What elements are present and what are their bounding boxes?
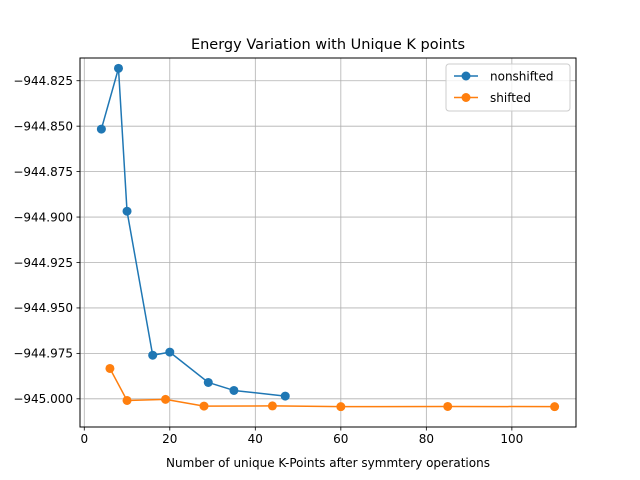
shifted-data-point <box>267 401 277 411</box>
nonshifted-data-point <box>113 63 123 73</box>
nonshifted-data-point <box>165 347 175 357</box>
shifted-data-point <box>336 402 346 412</box>
legend-marker-nonshifted <box>461 71 471 81</box>
shifted-data-point <box>550 402 560 412</box>
x-tick-label: 20 <box>162 432 177 446</box>
shifted-data-point <box>105 363 115 373</box>
legend-label-nonshifted: nonshifted <box>490 69 553 83</box>
shifted-data-point <box>443 401 453 411</box>
chart-title: Energy Variation with Unique K points <box>191 37 465 53</box>
axis-ticks: 0 20 40 60 80 100 −945.000 −944.975 −944.950 −944… <box>13 74 523 446</box>
y-tick-label: −944.900 <box>13 210 73 224</box>
plot-frame <box>79 57 577 428</box>
y-tick-label: −944.875 <box>13 165 73 179</box>
legend-label-shifted: shifted <box>490 91 531 105</box>
x-tick-label: 80 <box>419 432 434 446</box>
y-tick-label: −944.925 <box>13 256 73 270</box>
y-tick-label: −945.000 <box>13 392 73 406</box>
x-tick-label: 0 <box>80 432 88 446</box>
shifted-data-point <box>122 395 132 405</box>
y-tick-label: −944.950 <box>13 301 73 315</box>
legend-marker-shifted <box>461 93 471 102</box>
x-tick-label: 100 <box>500 432 523 446</box>
y-tick-label: −944.850 <box>13 119 73 133</box>
series-layer <box>96 63 560 412</box>
y-tick-label: −944.825 <box>13 74 73 88</box>
x-axis-label: Number of unique K-Points after symmtery… <box>166 456 490 470</box>
legend: nonshifted shifted <box>445 63 571 112</box>
shifted-series-line <box>109 368 555 408</box>
shifted-data-point <box>199 401 209 411</box>
y-tick-label: −944.975 <box>13 347 73 361</box>
x-tick-label: 40 <box>248 432 263 446</box>
x-tick-label: 60 <box>333 432 348 446</box>
nonshifted-data-point <box>229 385 239 395</box>
shifted-data-point <box>161 394 171 404</box>
nonshifted-data-point <box>122 206 132 216</box>
nonshifted-data-point <box>280 391 290 401</box>
nonshifted-data-point <box>96 124 106 134</box>
nonshifted-data-point <box>148 350 158 360</box>
nonshifted-data-point <box>203 377 213 387</box>
